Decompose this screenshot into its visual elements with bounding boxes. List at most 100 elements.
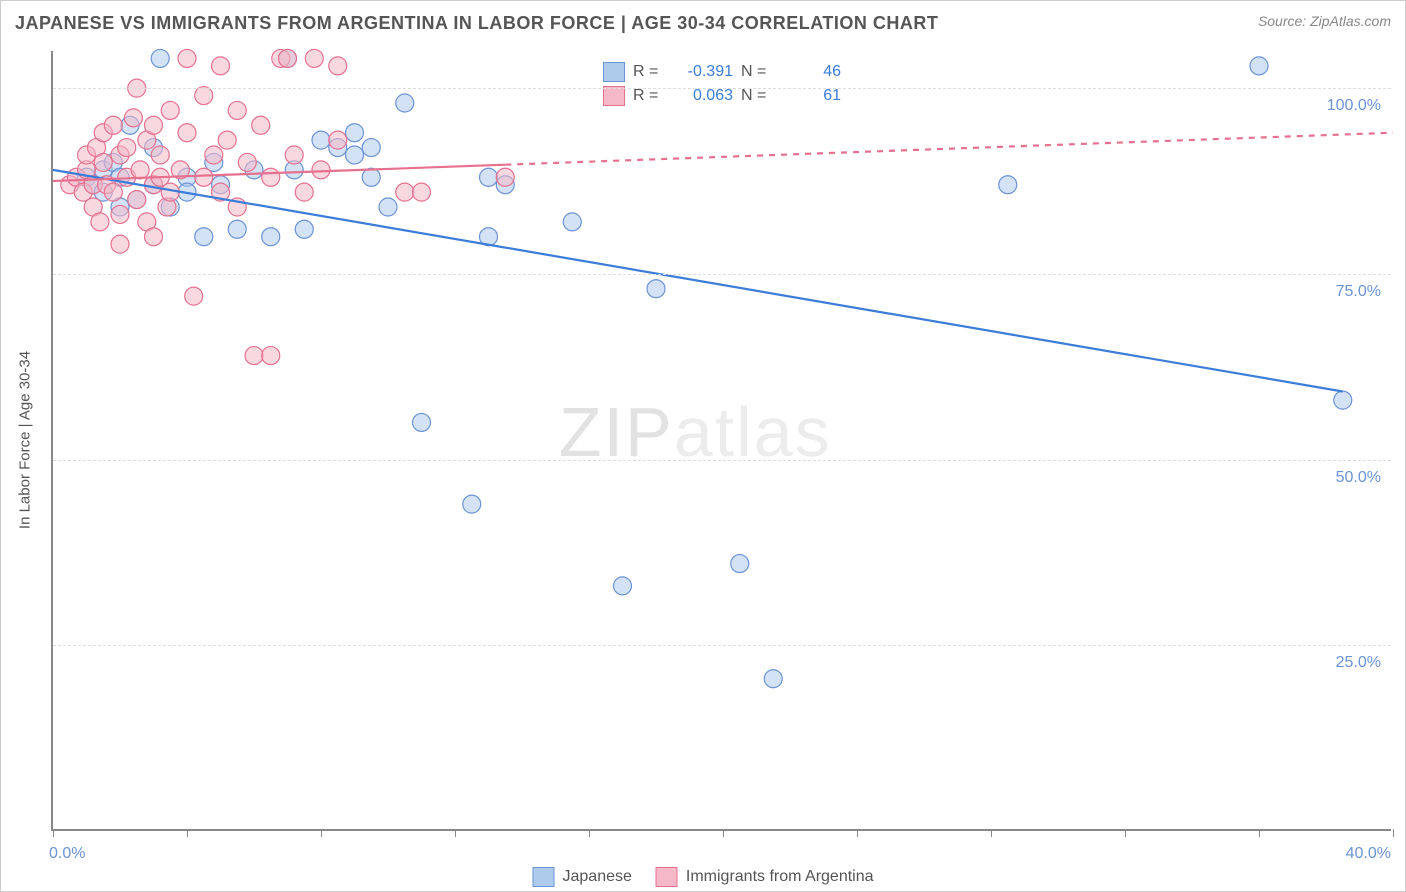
data-point xyxy=(346,146,364,164)
legend-series2-N: 61 xyxy=(779,87,841,105)
data-point xyxy=(218,131,236,149)
legend-N-label: N = xyxy=(741,63,771,81)
data-point xyxy=(295,183,313,201)
data-point xyxy=(178,49,196,67)
x-tick xyxy=(1393,829,1394,837)
data-point xyxy=(379,198,397,216)
plot-svg xyxy=(53,51,1391,829)
x-tick xyxy=(187,829,188,837)
gridline-h xyxy=(53,274,1391,275)
legend-item-series1: Japanese xyxy=(532,867,631,887)
legend-series1-name: Japanese xyxy=(562,868,631,886)
data-point xyxy=(329,57,347,75)
data-point xyxy=(145,228,163,246)
data-point xyxy=(238,153,256,171)
data-point xyxy=(195,228,213,246)
legend-R-label-2: R = xyxy=(633,87,663,105)
trend-line-extrapolated xyxy=(505,133,1393,165)
legend-series1-N: 46 xyxy=(779,63,841,81)
data-point xyxy=(262,168,280,186)
data-point xyxy=(111,235,129,253)
data-point xyxy=(151,146,169,164)
data-point xyxy=(285,146,303,164)
data-point xyxy=(999,176,1017,194)
x-tick xyxy=(991,829,992,837)
data-point xyxy=(346,124,364,142)
x-tick xyxy=(1125,829,1126,837)
legend-correlation: R = -0.391 N = 46 R = 0.063 N = 61 xyxy=(593,56,851,112)
data-point xyxy=(178,124,196,142)
data-point xyxy=(185,287,203,305)
swatch-series1 xyxy=(603,62,625,82)
ytick-label: 100.0% xyxy=(1327,97,1381,115)
data-point xyxy=(128,191,146,209)
legend-series2-name: Immigrants from Argentina xyxy=(686,868,874,886)
legend-row-series1: R = -0.391 N = 46 xyxy=(603,60,841,84)
xtick-max: 40.0% xyxy=(1346,845,1391,863)
data-point xyxy=(329,131,347,149)
chart-container: JAPANESE VS IMMIGRANTS FROM ARGENTINA IN… xyxy=(0,0,1406,892)
legend-N-label-2: N = xyxy=(741,87,771,105)
data-point xyxy=(362,168,380,186)
x-tick xyxy=(723,829,724,837)
data-point xyxy=(245,347,263,365)
data-point xyxy=(228,101,246,119)
data-point xyxy=(312,161,330,179)
data-point xyxy=(396,94,414,112)
xtick-min: 0.0% xyxy=(49,845,85,863)
ytick-label: 50.0% xyxy=(1336,469,1381,487)
data-point xyxy=(252,116,270,134)
legend-item-series2: Immigrants from Argentina xyxy=(656,867,874,887)
data-point xyxy=(764,670,782,688)
ytick-label: 75.0% xyxy=(1336,283,1381,301)
data-point xyxy=(563,213,581,231)
legend-series2-R: 0.063 xyxy=(671,87,733,105)
swatch-series1-b xyxy=(532,867,554,887)
data-point xyxy=(195,87,213,105)
data-point xyxy=(279,49,297,67)
data-point xyxy=(94,153,112,171)
gridline-h xyxy=(53,460,1391,461)
source-label: Source: ZipAtlas.com xyxy=(1258,13,1391,29)
data-point xyxy=(413,183,431,201)
data-point xyxy=(480,168,498,186)
data-point xyxy=(1334,391,1352,409)
gridline-h xyxy=(53,645,1391,646)
data-point xyxy=(1250,57,1268,75)
legend-series1-R: -0.391 xyxy=(671,63,733,81)
data-point xyxy=(614,577,632,595)
legend-R-label: R = xyxy=(633,63,663,81)
x-tick xyxy=(589,829,590,837)
data-point xyxy=(124,109,142,127)
y-axis-label: In Labor Force | Age 30-34 xyxy=(17,351,34,529)
data-point xyxy=(111,205,129,223)
swatch-series2-b xyxy=(656,867,678,887)
legend-series: Japanese Immigrants from Argentina xyxy=(532,867,873,887)
data-point xyxy=(295,220,313,238)
data-point xyxy=(91,213,109,231)
data-point xyxy=(463,495,481,513)
data-point xyxy=(362,139,380,157)
data-point xyxy=(161,101,179,119)
data-point xyxy=(118,139,136,157)
data-point xyxy=(205,146,223,164)
data-point xyxy=(731,555,749,573)
data-point xyxy=(228,220,246,238)
plot-area: In Labor Force | Age 30-34 ZIPatlas R = … xyxy=(51,51,1391,831)
data-point xyxy=(145,116,163,134)
data-point xyxy=(104,183,122,201)
data-point xyxy=(195,168,213,186)
data-point xyxy=(496,168,514,186)
data-point xyxy=(212,57,230,75)
data-point xyxy=(305,49,323,67)
x-tick xyxy=(321,829,322,837)
data-point xyxy=(396,183,414,201)
data-point xyxy=(104,116,122,134)
data-point xyxy=(262,347,280,365)
data-point xyxy=(151,49,169,67)
x-tick xyxy=(455,829,456,837)
x-tick xyxy=(857,829,858,837)
data-point xyxy=(647,280,665,298)
data-point xyxy=(413,413,431,431)
x-tick xyxy=(1259,829,1260,837)
